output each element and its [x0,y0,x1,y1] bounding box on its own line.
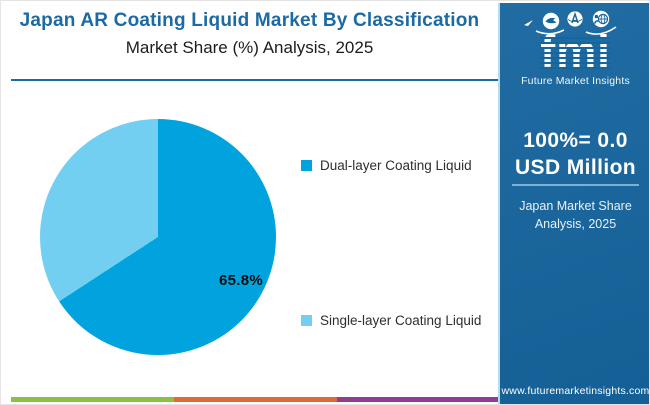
strip-segment-purple [337,397,500,402]
swoosh-icon [523,20,616,35]
pie-slice-label: 65.8% [219,272,264,289]
website-url: www.futuremarketinsights.com [501,385,650,397]
legend-item-dual-layer: Dual-layer Coating Liquid [301,156,472,174]
brand-sidebar: fmi Future Market Insights 100%= 0.0 USD… [498,3,650,404]
bird-icon [542,12,559,30]
fmi-logo: fmi Future Market Insights [500,10,649,87]
caption-line-1: Japan Market Share [519,199,632,213]
market-size-stat: 100%= 0.0 [523,129,628,152]
logo-wordmark: fmi [540,26,611,77]
footer-color-strip [11,397,500,402]
caption-line-2: Analysis, 2025 [534,217,617,232]
chart-area: Japan AR Coating Liquid Market By Classi… [1,1,500,404]
logo-icons [523,10,616,35]
title-divider [11,79,498,81]
person-globe-icon [592,10,609,28]
globe-icon [566,11,583,27]
legend-label: Single-layer Coating Liquid [320,312,482,328]
sidebar-caption: Japan Market Share Analysis, 2025 [500,197,649,233]
legend-swatch-single-layer [301,314,312,326]
strip-segment-green [11,397,174,402]
market-size-units: USD Million [514,156,637,179]
chart-subtitle: Market Share (%) Analysis, 2025 [125,38,374,57]
legend-swatch-dual-layer [301,159,312,171]
logo-tagline: Future Market Insights [521,75,630,87]
chart-title: Japan AR Coating Liquid Market By Classi… [19,10,480,31]
legend-label: Dual-layer Coating Liquid [320,157,472,173]
pie-chart [40,119,276,355]
legend-item-single-layer: Single-layer Coating Liquid [301,311,481,329]
stat-divider [512,184,639,186]
strip-segment-orange [174,397,337,402]
